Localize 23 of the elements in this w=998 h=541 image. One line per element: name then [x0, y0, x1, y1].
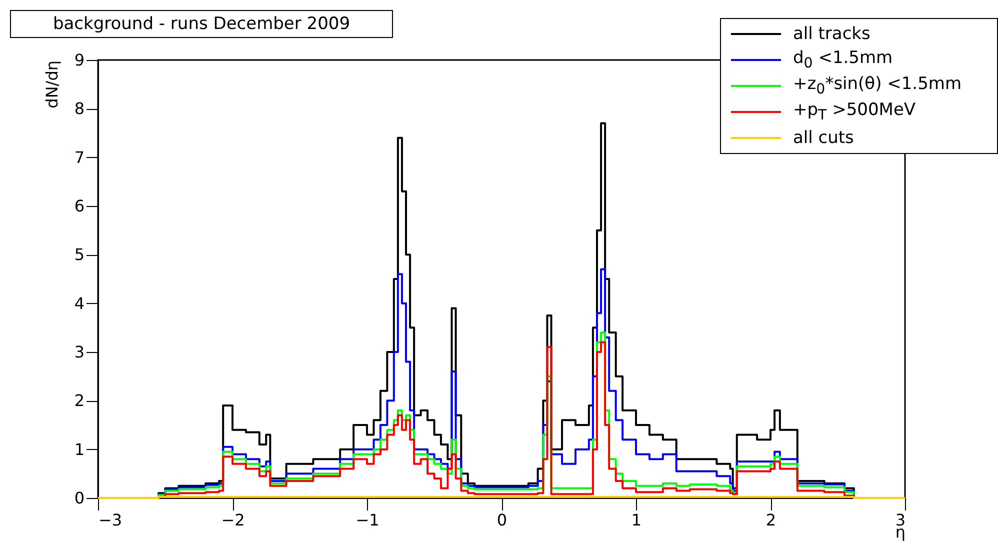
- x-tick-label: −1: [356, 510, 380, 530]
- y-tick-label: 3: [74, 342, 84, 362]
- y-tick-label: 6: [74, 196, 84, 216]
- y-tick-label: 0: [74, 488, 84, 508]
- y-axis-title: dN/dη: [42, 60, 62, 108]
- y-tick-label: 5: [74, 245, 84, 264]
- y-tick-label: 2: [74, 391, 84, 410]
- legend-label: all cuts: [793, 128, 854, 148]
- x-tick-label: −2: [221, 510, 245, 530]
- x-tick-label: 0: [496, 510, 508, 530]
- x-tick-label: 2: [766, 510, 776, 530]
- x-tick-label: 1: [631, 510, 642, 530]
- legend-label: +p$_{T}$ >500MeV: [793, 100, 916, 124]
- y-tick-label: 8: [74, 99, 84, 118]
- x-tick-label: −3: [98, 510, 122, 530]
- y-tick-label: 1: [74, 440, 84, 459]
- y-tick-label: 9: [74, 50, 84, 70]
- y-tick-label: 7: [74, 148, 84, 167]
- chart-title: background - runs December 2009: [10, 10, 393, 38]
- legend-label: d$_{0}$ <1.5mm: [793, 48, 893, 72]
- legend-label: all tracks: [793, 24, 870, 44]
- legend-label: +z$_{0}$*sin(θ) <1.5mm: [793, 74, 962, 98]
- y-tick-label: 4: [74, 294, 84, 313]
